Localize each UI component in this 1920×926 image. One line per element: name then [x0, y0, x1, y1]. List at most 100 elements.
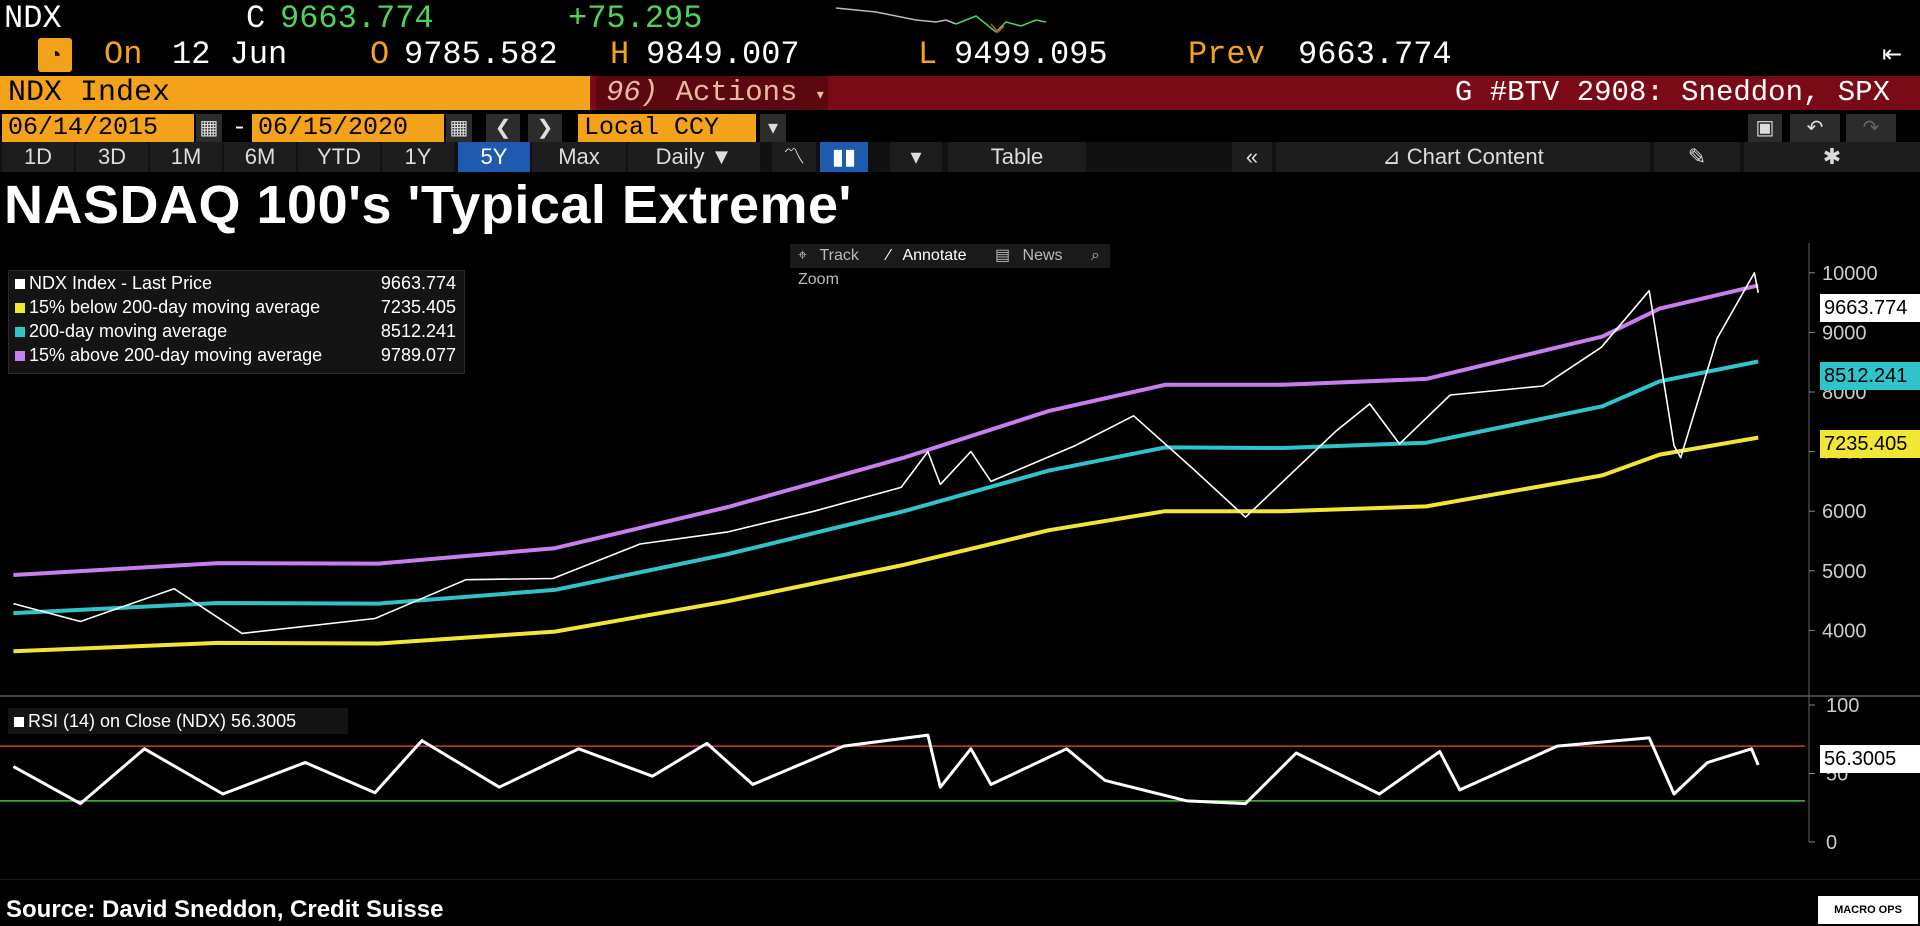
prev-value: 9663.774: [1298, 36, 1452, 73]
table-button[interactable]: Table: [948, 142, 1086, 172]
tab-6m[interactable]: 6M: [224, 142, 296, 172]
watermark-logo: MACRO OPS: [1818, 896, 1918, 924]
rsi-y-tick-label: 100: [1826, 695, 1859, 717]
redo-icon[interactable]: ↷: [1846, 114, 1896, 142]
zoom-button[interactable]: ⌕ Zoom: [798, 247, 1100, 288]
presentation-icon[interactable]: ▣: [1748, 114, 1782, 142]
legend-value: 7235.405: [380, 297, 456, 317]
chevron-down-icon[interactable]: ▾: [890, 142, 942, 172]
frequency-label: Daily: [655, 144, 705, 169]
tab-max[interactable]: Max: [532, 142, 626, 172]
legend-label: 15% below 200-day moving average: [29, 297, 321, 317]
close-label: C: [246, 0, 266, 37]
tab-1y[interactable]: 1Y: [382, 142, 454, 172]
actions-label: Actions: [675, 76, 798, 109]
rsi-label-last: 56.3005: [1820, 745, 1920, 773]
legend-item: 200-day moving average 8512.241: [9, 319, 464, 343]
upper-band-line: [13, 283, 1759, 577]
quote-date: 12 Jun: [172, 36, 288, 73]
calendar-icon[interactable]: ▦: [446, 114, 472, 142]
track-button[interactable]: ⌖ Track: [798, 247, 859, 264]
undo-icon[interactable]: ↶: [1790, 114, 1840, 142]
chart-icon: ⊿: [1382, 144, 1401, 169]
tab-1m[interactable]: 1M: [150, 142, 222, 172]
source-text: Source: David Sneddon, Credit Suisse: [6, 896, 444, 923]
chevron-down-icon: ▾: [814, 86, 826, 106]
chart-content-button[interactable]: ⊿ Chart Content: [1276, 142, 1650, 172]
legend-label: NDX Index - Last Price: [29, 273, 213, 293]
caret-down-icon: ▼: [710, 144, 733, 169]
y-tick-label: 10000: [1822, 263, 1878, 285]
line-chart-icon[interactable]: 〽: [772, 142, 816, 172]
chart-toolbar: ⌖ Track ⁄ Annotate ▤ News ⌕ Zoom: [790, 244, 1110, 288]
export-icon[interactable]: ⇤: [1881, 41, 1903, 68]
y-tick-label: 4000: [1822, 620, 1867, 642]
gear-icon[interactable]: ✱: [1744, 142, 1920, 172]
news-button[interactable]: ▤ News: [994, 247, 1063, 264]
high-value: 9849.007: [646, 36, 800, 73]
bar-chart-icon[interactable]: ▮▮: [820, 142, 868, 172]
security-field[interactable]: NDX Index: [0, 76, 590, 110]
prev-label: Prev: [1188, 36, 1265, 73]
price-label-ma: 8512.241: [1820, 362, 1920, 390]
open-label: O: [370, 36, 390, 73]
on-label: On: [104, 36, 143, 73]
legend-value: 8512.241: [380, 321, 456, 341]
legend-swatch-price: [15, 279, 25, 290]
y-tick-label: 9000: [1822, 322, 1867, 344]
sparkline: [836, 7, 1046, 34]
frequency-select[interactable]: Daily ▼: [628, 142, 760, 172]
currency-select[interactable]: Local CCY: [578, 114, 756, 142]
track-label: Track: [819, 247, 859, 264]
low-value: 9499.095: [954, 36, 1108, 73]
price-line: [13, 271, 1759, 635]
next-arrow-icon[interactable]: ❯: [528, 114, 562, 142]
edit-icon[interactable]: ✎: [1654, 142, 1740, 172]
chevron-down-icon[interactable]: ▾: [760, 114, 786, 142]
chart-content-label: Chart Content: [1406, 144, 1544, 169]
legend-value: 9663.774: [380, 273, 456, 293]
y-tick-label: 6000: [1822, 501, 1867, 523]
rsi-legend: RSI (14) on Close (NDX) 56.3005: [8, 708, 348, 734]
price-label-lower: 7235.405: [1820, 430, 1920, 458]
y-tick-label: 5000: [1822, 561, 1867, 583]
ma200-line: [13, 359, 1759, 616]
start-date-input[interactable]: 06/14/2015: [2, 114, 194, 142]
rsi-swatch: [14, 717, 24, 727]
tab-1d[interactable]: 1D: [2, 142, 74, 172]
graph-title: G #BTV 2908: Sneddon, SPX: [1454, 76, 1890, 109]
legend-item: NDX Index - Last Price 9663.774: [9, 271, 464, 295]
legend-swatch-lower: [15, 303, 25, 314]
actions-menu[interactable]: 96) Actions ▾: [596, 76, 828, 110]
speedometer-icon[interactable]: ◔: [38, 38, 72, 72]
rsi-y-tick-label: 0: [1826, 832, 1837, 854]
lower-band-line: [13, 435, 1759, 654]
tab-3d[interactable]: 3D: [76, 142, 148, 172]
low-label: L: [918, 36, 938, 73]
date-dash: -: [232, 113, 248, 142]
prev-arrow-icon[interactable]: ❮: [486, 114, 520, 142]
legend-swatch-upper: [15, 351, 25, 362]
end-date-input[interactable]: 06/15/2020: [252, 114, 444, 142]
collapse-icon[interactable]: «: [1232, 142, 1272, 172]
tab-ytd[interactable]: YTD: [298, 142, 380, 172]
zoom-label: Zoom: [798, 271, 839, 288]
chart-legend: NDX Index - Last Price 9663.774 15% below…: [8, 270, 465, 374]
actions-number: 96): [606, 76, 659, 109]
tab-5y[interactable]: 5Y: [458, 142, 530, 172]
annotate-label: Annotate: [902, 247, 967, 264]
legend-item: 15% below 200-day moving average 7235.405: [9, 295, 464, 319]
news-label: News: [1022, 247, 1063, 264]
close-value: 9663.774: [280, 0, 434, 37]
legend-swatch-ma: [15, 327, 25, 338]
high-label: H: [610, 36, 630, 73]
price-chart[interactable]: 4000500060007000800090001000005010020152…: [0, 240, 1920, 880]
legend-label: 15% above 200-day moving average: [29, 345, 323, 365]
symbol: NDX: [4, 0, 62, 37]
legend-item: 15% above 200-day moving average 9789.077: [9, 343, 464, 367]
change-value: +75.295: [568, 0, 703, 37]
calendar-icon[interactable]: ▦: [196, 114, 222, 142]
open-value: 9785.582: [404, 36, 558, 73]
price-label-last: 9663.774: [1820, 294, 1920, 322]
annotate-button[interactable]: ⁄ Annotate: [887, 247, 967, 264]
